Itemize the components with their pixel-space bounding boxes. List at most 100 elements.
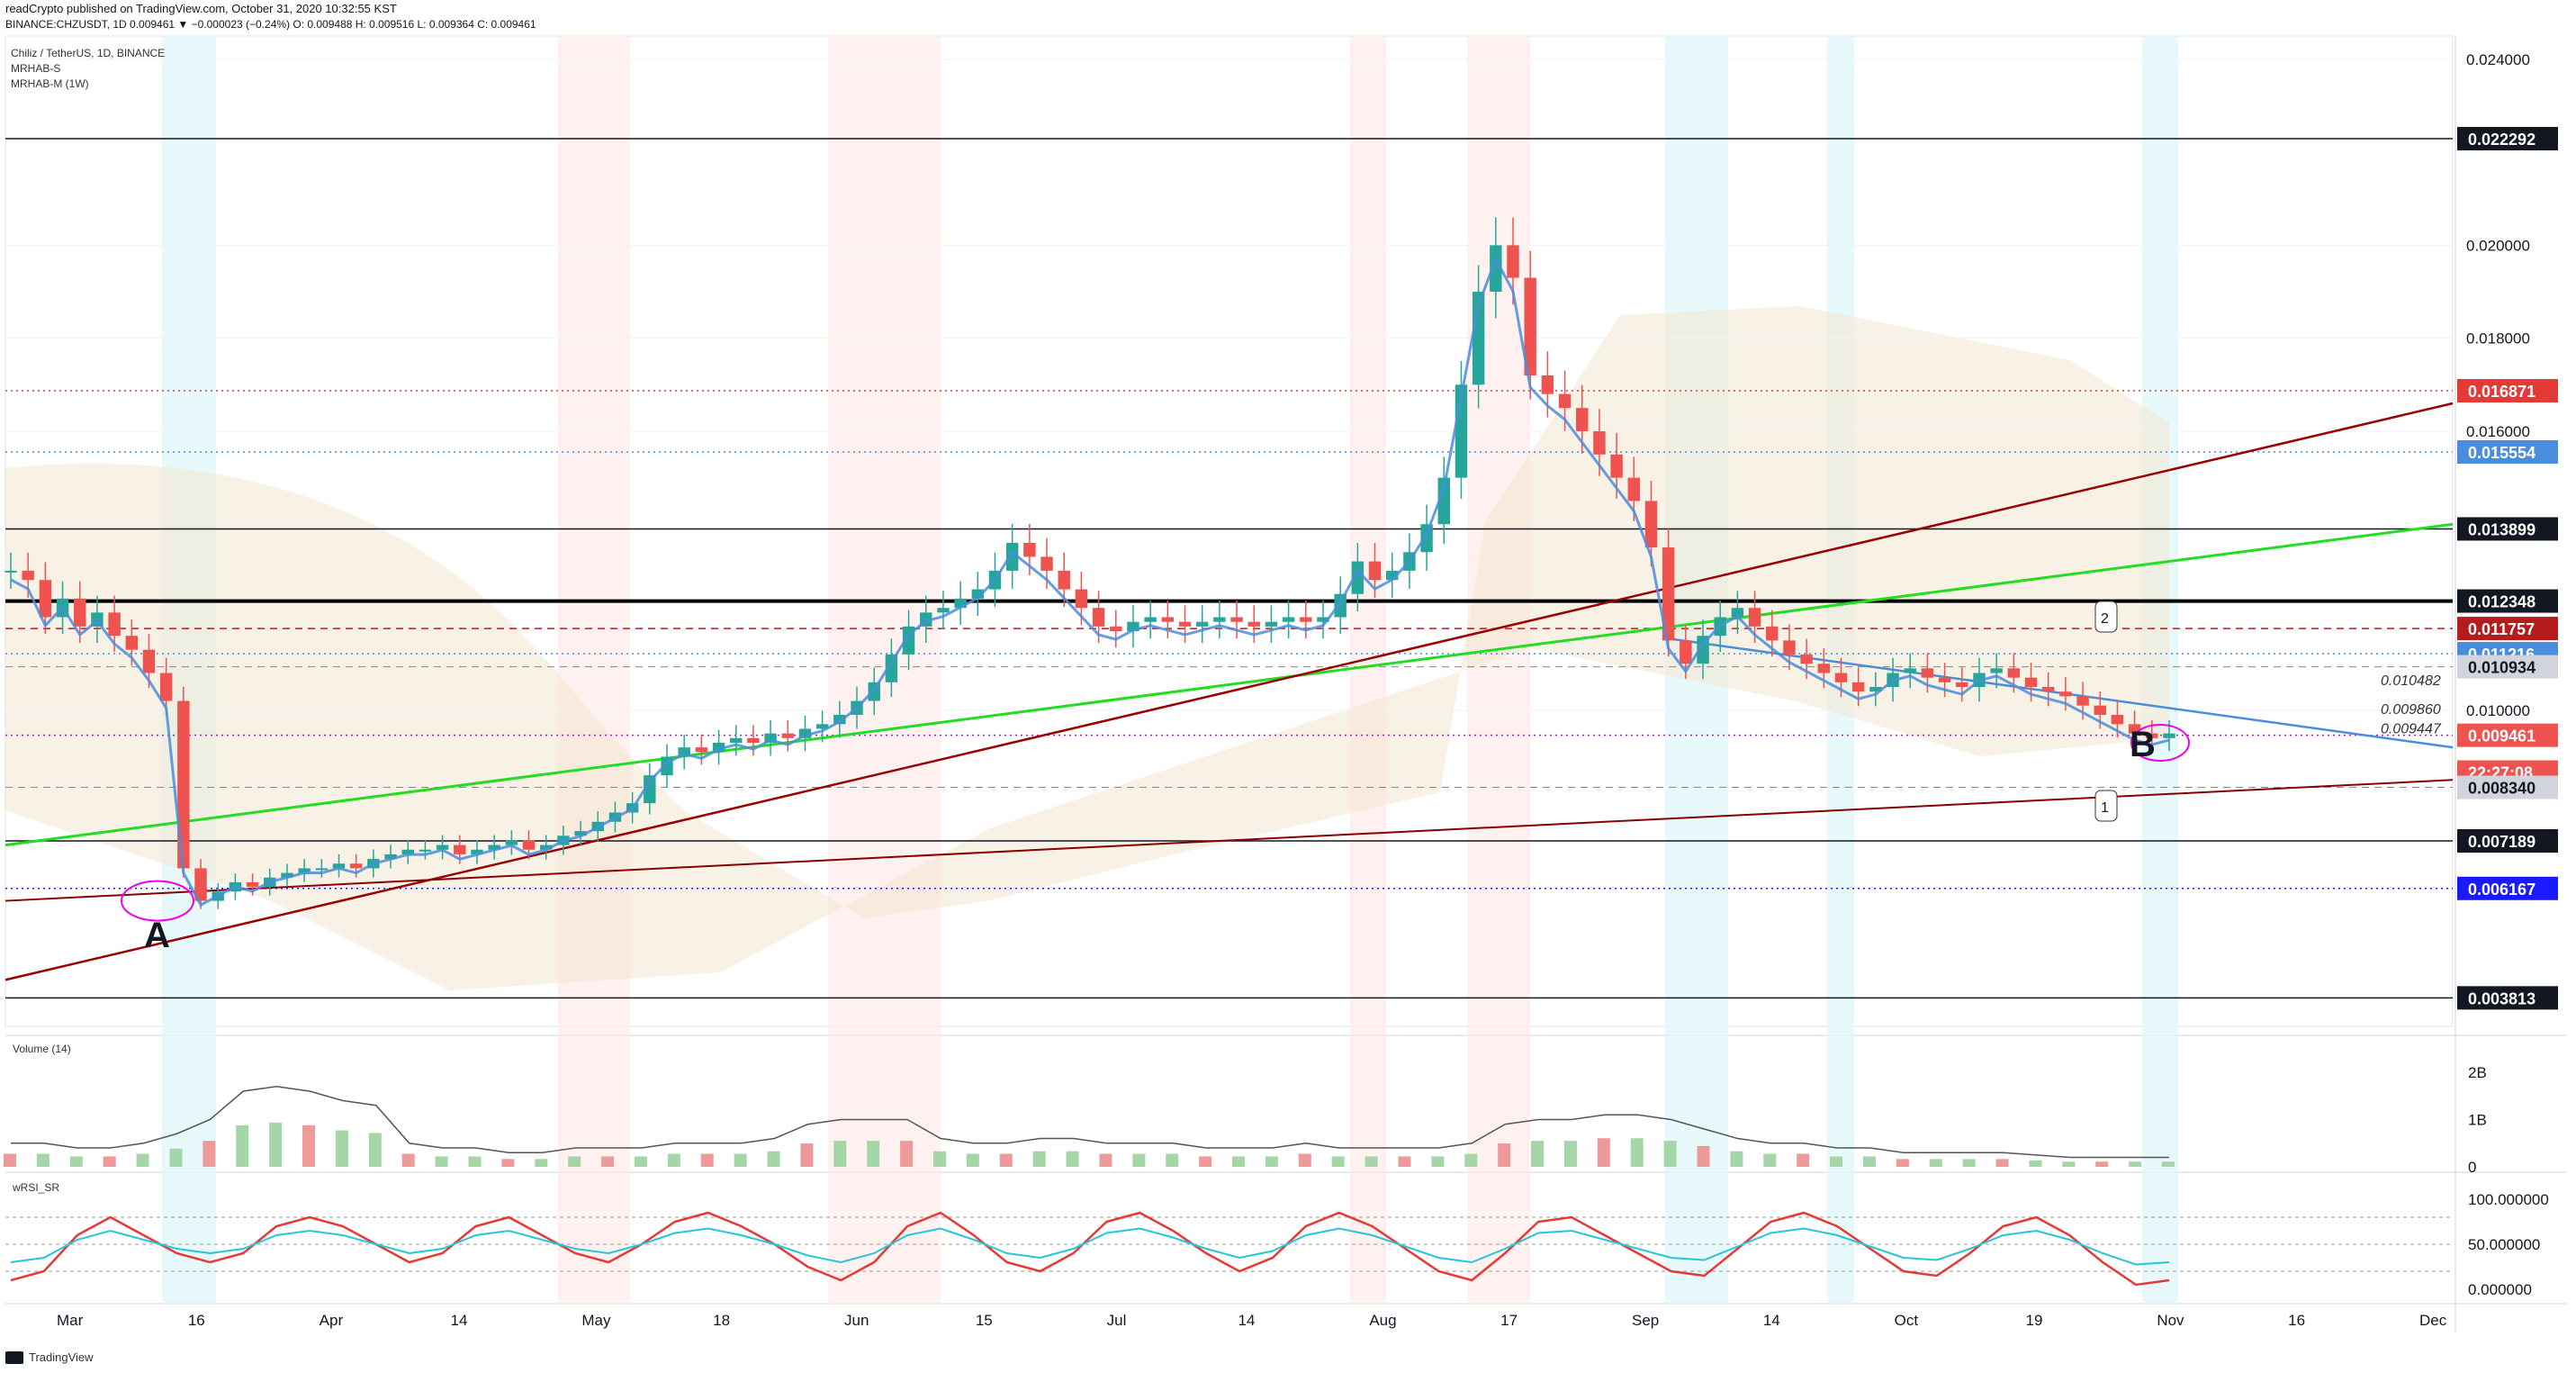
y-tick-label: 0.018000 — [2466, 330, 2530, 348]
candle-body — [246, 881, 259, 888]
volume-bar — [867, 1141, 880, 1167]
x-tick-label: 16 — [188, 1312, 205, 1329]
volume-bar — [999, 1153, 1013, 1167]
candle-body — [281, 872, 293, 878]
candle-body — [1040, 556, 1053, 571]
volume-bar — [1896, 1159, 1909, 1167]
volume-bar — [4, 1153, 16, 1167]
volume-bar — [1464, 1153, 1478, 1167]
price-label: 0.007189 — [2468, 833, 2535, 851]
volume-bar — [401, 1153, 415, 1167]
candle-body — [436, 845, 449, 850]
candle-body — [39, 580, 52, 618]
volume-tick-label: 2B — [2468, 1064, 2487, 1081]
candle-body — [1230, 617, 1243, 622]
candle-body — [1990, 668, 2003, 673]
volume-bar — [1862, 1156, 1876, 1167]
green-trendline — [5, 522, 2454, 847]
candle-body — [1195, 621, 1209, 627]
price-label: 0.013899 — [2468, 520, 2535, 538]
candle-body — [1368, 561, 1382, 581]
x-axis: Mar 16 Apr 14 May 18 Jun 15 Jul 14 Aug 17 Sep 14 Oct 19… — [57, 1312, 2447, 1329]
volume-bar — [734, 1153, 747, 1167]
candle-body — [1851, 682, 1865, 692]
price-label-box — [2457, 589, 2558, 613]
rising-red-trendline — [5, 402, 2454, 981]
volume-bar — [1132, 1153, 1146, 1167]
candle-body — [1558, 393, 1572, 409]
candle-body — [2094, 705, 2106, 715]
candle-body — [2007, 668, 2021, 678]
candle-body — [1127, 621, 1139, 632]
volume-bar — [169, 1148, 183, 1167]
x-tick-label: 18 — [713, 1312, 730, 1329]
volume-bar — [435, 1156, 448, 1167]
rsi-line — [10, 1211, 2170, 1287]
price-label: 0.022292 — [2468, 131, 2535, 149]
symbol-line: BINANCE:CHZUSDT, 1D 0.009461 ▼ −0.000023… — [5, 18, 536, 31]
candle-body — [1110, 626, 1122, 632]
volume-bar — [535, 1159, 548, 1167]
volume-bar — [1962, 1159, 1976, 1167]
candle-body — [2128, 724, 2141, 734]
price-label: 0.016871 — [2468, 383, 2535, 401]
volume-bar — [667, 1153, 680, 1167]
volume-bar — [1265, 1156, 1278, 1167]
candle-body — [1437, 477, 1450, 525]
footer: TradingView — [5, 1350, 94, 1364]
y-tick-label: 0.024000 — [2466, 51, 2530, 68]
volume-bar — [1630, 1138, 1644, 1167]
volume-bar — [1431, 1156, 1445, 1167]
candle-body — [488, 845, 500, 850]
volume-bar — [1730, 1151, 1743, 1167]
candle-body — [1662, 547, 1675, 641]
price-labels: 0.022292 0.016871 0.015554 0.013899 0.012348… — [2457, 127, 2558, 1010]
volume-bar — [1663, 1141, 1677, 1167]
volume-bar — [1166, 1153, 1179, 1167]
candle-body — [747, 737, 760, 743]
volume-bar — [634, 1156, 647, 1167]
x-tick-label: Jul — [1107, 1312, 1127, 1329]
x-tick-label: 15 — [976, 1312, 993, 1329]
candle-body — [1766, 626, 1779, 641]
volume-tick-label: 0 — [2468, 1159, 2476, 1176]
candle-body — [22, 570, 34, 581]
candle-body — [2076, 696, 2089, 706]
candle-body — [142, 649, 156, 673]
volume-bar — [1929, 1159, 1942, 1167]
candle-body — [1610, 454, 1623, 478]
volume-bar — [1597, 1138, 1610, 1167]
x-tick-label: Aug — [1369, 1312, 1396, 1329]
candle-body — [1300, 617, 1312, 622]
candle-body — [2111, 714, 2124, 725]
inline-level-label: 0.009860 — [2381, 702, 2441, 718]
lower-red-trendline — [5, 779, 2454, 902]
price-label: 0.011757 — [2468, 620, 2535, 638]
x-tick-label: Dec — [2419, 1312, 2447, 1329]
volume-bar — [2129, 1161, 2142, 1167]
price-label-box — [2457, 775, 2558, 799]
candle-body — [1507, 245, 1519, 278]
candle-body — [1265, 621, 1278, 627]
volume-bar — [236, 1125, 249, 1167]
volume-panel: 2B 1B 0 — [4, 1064, 2487, 1176]
candle-body — [471, 849, 483, 854]
rsi-tick-label: 0.000000 — [2468, 1281, 2532, 1298]
volume-bar — [1365, 1156, 1378, 1167]
volume-tick-label: 1B — [2468, 1112, 2487, 1129]
candle-body — [1161, 617, 1175, 622]
candle-body — [1680, 640, 1692, 664]
candle-body — [885, 654, 898, 682]
circle-b-annotation — [2130, 723, 2190, 762]
x-tick-label: Apr — [320, 1312, 344, 1329]
volume-bar — [1531, 1141, 1545, 1167]
candle-body — [1282, 617, 1295, 622]
candle-body — [2041, 687, 2055, 692]
candle-body — [730, 737, 743, 743]
candle-body — [644, 775, 656, 804]
candle-body — [401, 849, 414, 854]
candle-body — [764, 733, 777, 743]
volume-bar — [2162, 1161, 2175, 1167]
point-b-label: B — [2130, 725, 2156, 764]
